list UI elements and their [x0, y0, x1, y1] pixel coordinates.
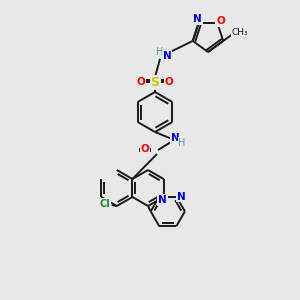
Text: N: N [163, 51, 171, 61]
Text: Cl: Cl [99, 199, 110, 209]
Text: H: H [156, 47, 164, 57]
Text: CH₃: CH₃ [231, 28, 248, 37]
Text: N: N [158, 195, 167, 205]
Text: N: N [171, 133, 179, 143]
Text: H: H [178, 138, 186, 148]
Text: S: S [151, 76, 160, 88]
Text: O: O [165, 77, 173, 87]
Text: N: N [193, 14, 202, 24]
Text: O: O [216, 16, 225, 26]
Text: O: O [136, 77, 146, 87]
Text: N: N [177, 192, 186, 202]
Text: O: O [141, 144, 149, 154]
